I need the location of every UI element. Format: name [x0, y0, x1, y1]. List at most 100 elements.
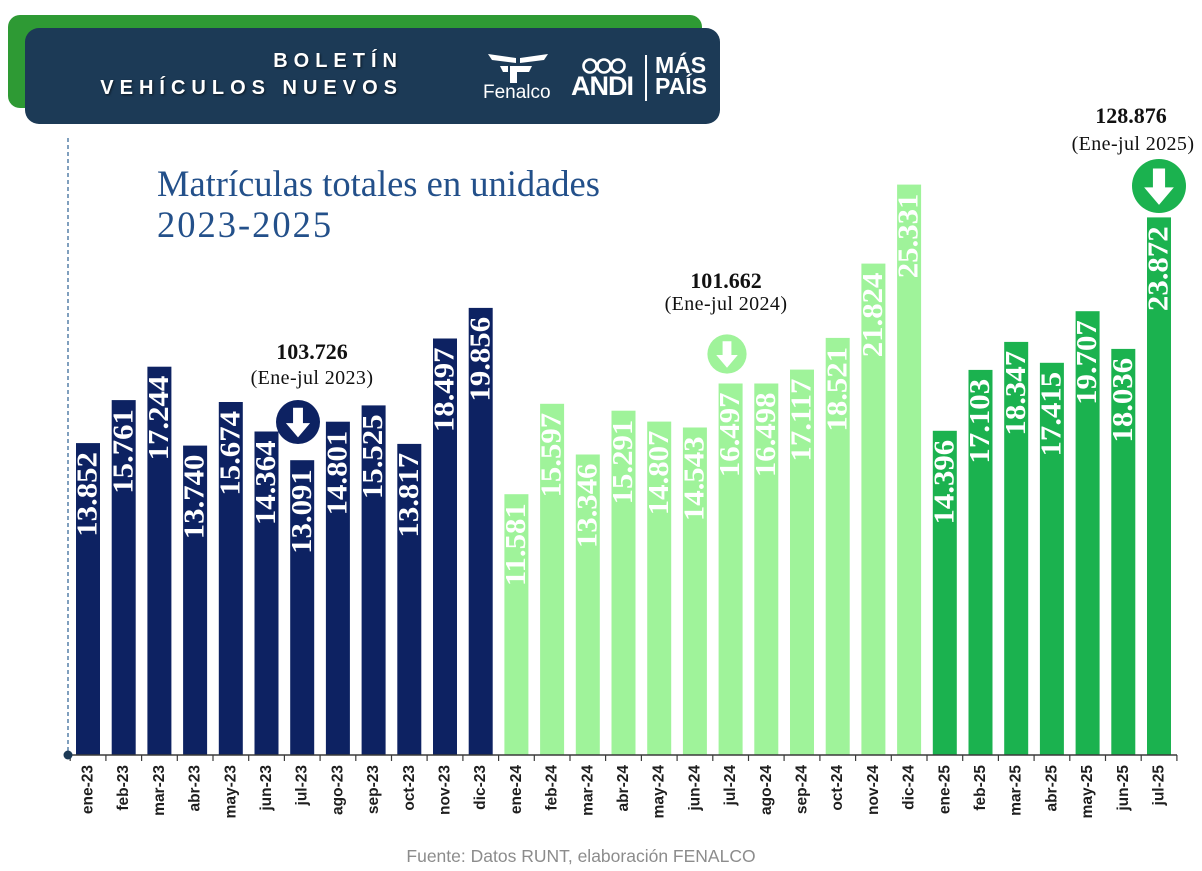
x-tick-label-jul-25: jul-25 — [1151, 765, 1168, 807]
x-tick-label-abr-24: abr-24 — [615, 765, 632, 812]
x-axis-labels: ene-23 feb-23 mar-23 abr-23 may-23 jun-23 jul-… — [80, 765, 1168, 819]
bar-dic-23 — [468, 307, 493, 755]
source-note: Fuente: Datos RUNT, elaboración FENALCO — [406, 846, 755, 866]
value-label-ene-25: 14.396 — [930, 440, 960, 525]
down-arrow-icon — [276, 400, 320, 444]
bar-sep-24 — [790, 369, 814, 755]
bulletin-title-line1: BOLETÍN — [273, 50, 403, 72]
bar-ene-23 — [76, 443, 100, 755]
value-label-ene-24: 11.581 — [501, 503, 531, 586]
down-arrow-glyph — [285, 407, 311, 438]
value-label-may-25: 19.707 — [1072, 320, 1102, 405]
maspais-logo: MÁS PAÍS — [655, 54, 707, 99]
value-label-abr-25: 17.415 — [1037, 372, 1067, 457]
annotation-2025: 128.876 (Ene-jul 2025) — [1072, 103, 1195, 213]
x-tick-label-sep-24: sep-24 — [794, 765, 811, 814]
axis-origin-dot — [63, 750, 73, 760]
x-tick-label-mar-23: mar-23 — [151, 765, 168, 816]
value-label-jun-24: 14.543 — [680, 437, 710, 522]
bar-may-25 — [1075, 311, 1100, 755]
bar-ene-25 — [932, 430, 957, 755]
x-tick-label-ene-24: ene-24 — [508, 765, 525, 814]
bar-feb-25 — [968, 369, 993, 755]
bulletin-title: BOLETÍN VEHÍCULOS NUEVOS — [60, 48, 403, 102]
bar-ago-23 — [325, 421, 350, 755]
x-tick-label-jun-25: jun-25 — [1115, 765, 1132, 812]
value-label-mar-23: 17.244 — [144, 375, 174, 460]
fenalco-logo-icon — [488, 54, 548, 83]
annotation-total-2024: 101.662 — [690, 268, 762, 293]
bar-mar-25 — [1004, 341, 1029, 755]
value-label-feb-23: 15.761 — [108, 409, 138, 494]
bar-feb-23 — [111, 400, 136, 755]
x-tick-label-jun-23: jun-23 — [258, 765, 275, 812]
bar-sep-23 — [361, 405, 386, 755]
bar-abr-24 — [611, 410, 636, 755]
bar-nov-24 — [861, 263, 886, 755]
value-label-nov-23: 18.497 — [430, 348, 460, 433]
value-label-feb-24: 15.597 — [537, 413, 567, 498]
bar-abr-23 — [183, 445, 208, 755]
value-label-jul-24: 16.497 — [715, 393, 745, 478]
bar-dic-24 — [897, 184, 922, 756]
x-tick-label-abr-23: abr-23 — [187, 765, 204, 812]
x-tick-label-may-24: may-24 — [651, 765, 668, 819]
bar-jul-24 — [718, 383, 743, 755]
value-label-feb-25: 17.103 — [965, 379, 995, 464]
x-tick-label-oct-24: oct-24 — [829, 765, 846, 811]
down-arrow-icon — [707, 334, 747, 374]
value-label-jun-25: 18.036 — [1108, 358, 1138, 443]
bar-mar-24 — [575, 454, 600, 755]
annotation-total-2023: 103.726 — [276, 339, 348, 364]
bar-oct-24 — [825, 337, 850, 755]
x-tick-label-mar-24: mar-24 — [579, 765, 596, 816]
down-arrow-icon — [1132, 159, 1186, 213]
bar-may-24 — [647, 421, 672, 755]
bulletin-title-line2: VEHÍCULOS NUEVOS — [100, 77, 403, 99]
x-tick-label-ago-24: ago-24 — [758, 765, 775, 815]
annotation-total-2025: 128.876 — [1095, 103, 1167, 128]
value-label-dic-23: 19.856 — [465, 317, 495, 402]
annotation-period-2024: (Ene-jul 2024) — [665, 293, 788, 315]
andi-logo-icon — [582, 58, 626, 74]
bar-ene-24 — [504, 494, 529, 755]
value-label-nov-24: 21.824 — [858, 272, 888, 357]
chart-subtitle: 2023-2025 — [157, 204, 333, 245]
value-label-oct-24: 18.521 — [822, 347, 852, 432]
x-tick-label-ene-25: ene-25 — [936, 765, 953, 814]
bar-oct-23 — [397, 443, 422, 755]
x-tick-label-dic-23: dic-23 — [472, 765, 489, 810]
x-tick-label-feb-23: feb-23 — [115, 765, 132, 811]
bar-mar-23 — [147, 366, 172, 755]
fenalco-logo-text: Fenalco — [483, 82, 551, 103]
value-label-jul-23: 13.091 — [287, 469, 317, 554]
value-label-dic-24: 25.331 — [894, 194, 924, 279]
x-tick-label-oct-23: oct-23 — [401, 765, 418, 811]
bar-jul-25 — [1147, 217, 1171, 755]
x-tick-label-dic-24: dic-24 — [901, 765, 918, 810]
bar-jun-24 — [682, 427, 707, 755]
x-tick-label-feb-24: feb-24 — [544, 765, 561, 811]
x-tick-label-mar-25: mar-25 — [1008, 765, 1025, 816]
bar-jun-23 — [254, 431, 279, 755]
x-tick-label-jul-23: jul-23 — [294, 765, 311, 807]
maspais-logo-line2: PAÍS — [655, 73, 707, 99]
andi-logo-text: ANDI — [571, 71, 634, 101]
chart-title: Matrículas totales en unidades — [157, 163, 600, 204]
value-label-ago-24: 16.498 — [751, 393, 781, 478]
value-label-ene-23: 13.852 — [73, 452, 103, 537]
x-tick-label-may-25: may-25 — [1079, 765, 1096, 819]
x-tick-label-ene-23: ene-23 — [80, 765, 97, 814]
annotation-period-2025: (Ene-jul 2025) — [1072, 133, 1195, 155]
value-label-abr-24: 15.291 — [608, 420, 638, 505]
x-tick-label-may-23: may-23 — [222, 765, 239, 819]
x-tick-label-nov-24: nov-24 — [865, 765, 882, 815]
down-arrow-glyph — [716, 341, 738, 368]
value-label-jul-25: 23.872 — [1144, 226, 1174, 311]
value-label-oct-23: 13.817 — [394, 453, 424, 538]
bar-may-23 — [218, 402, 243, 755]
annotation-period-2023: (Ene-jul 2023) — [251, 367, 374, 389]
x-tick-label-nov-23: nov-23 — [437, 765, 454, 815]
